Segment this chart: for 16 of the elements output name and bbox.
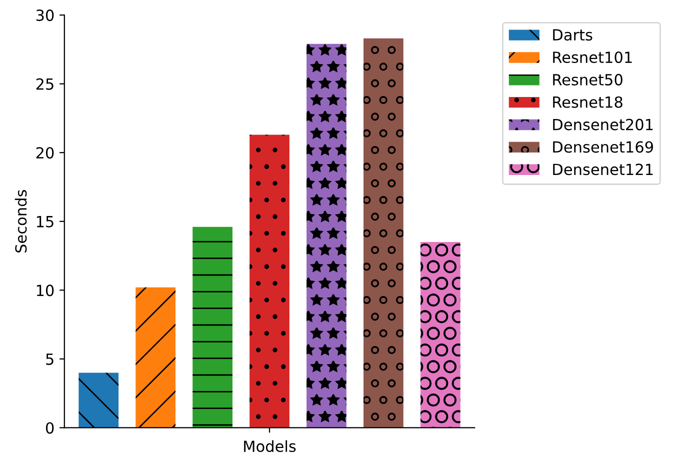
y-tick-label: 20 <box>36 147 54 159</box>
legend-label: Densenet201 <box>553 118 653 130</box>
y-tick-label: 15 <box>36 216 54 228</box>
y-axis-title: Seconds <box>14 190 27 252</box>
y-tick-label: 30 <box>36 10 54 22</box>
y-tick-label: 5 <box>46 354 54 365</box>
legend-label: Darts <box>553 29 592 41</box>
legend-label: Densenet121 <box>553 164 653 176</box>
legend-label: Resnet50 <box>553 74 622 86</box>
y-tick-label: 0 <box>46 422 54 434</box>
x-axis-title: Models <box>244 440 296 452</box>
legend-label: Resnet18 <box>553 96 622 108</box>
y-tick-label: 10 <box>36 284 54 296</box>
legend-label: Densenet169 <box>553 141 653 153</box>
legend-label: Resnet101 <box>553 51 632 64</box>
y-tick-label: 25 <box>36 78 54 90</box>
